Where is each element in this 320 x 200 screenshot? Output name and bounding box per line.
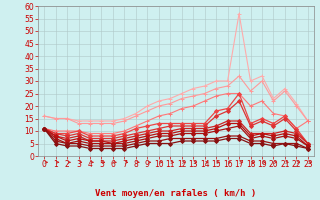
X-axis label: Vent moyen/en rafales ( km/h ): Vent moyen/en rafales ( km/h ) [95,189,257,198]
